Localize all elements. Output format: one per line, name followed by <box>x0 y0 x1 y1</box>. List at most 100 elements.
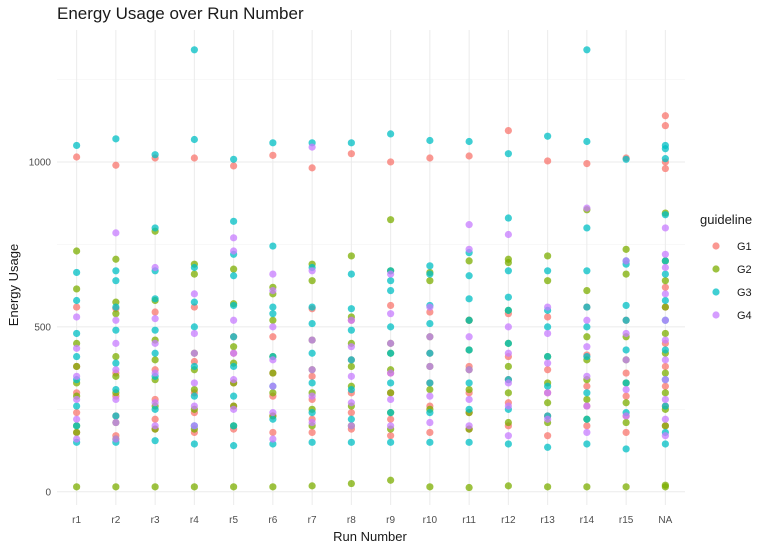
data-point-g3 <box>504 150 512 158</box>
data-point-g1 <box>347 409 355 417</box>
data-point-g2 <box>583 333 591 341</box>
data-point-g4 <box>269 382 277 390</box>
data-point-g3 <box>230 422 238 430</box>
data-point-g1 <box>151 308 159 316</box>
data-point-g3 <box>583 323 591 331</box>
data-point-g3 <box>190 392 198 400</box>
data-point-g3 <box>347 270 355 278</box>
data-point-g2 <box>73 247 81 255</box>
data-point-g2 <box>190 483 198 491</box>
data-point-g4 <box>112 229 120 237</box>
data-point-g3 <box>661 257 669 265</box>
data-point-g3 <box>230 333 238 341</box>
data-point-g4 <box>504 323 512 331</box>
data-point-g4 <box>465 366 473 374</box>
data-point-g3 <box>73 329 81 338</box>
data-point-g3 <box>661 211 669 219</box>
data-point-g1 <box>426 308 434 316</box>
data-point-g3 <box>387 277 395 285</box>
data-point-g1 <box>544 366 552 374</box>
data-point-g3 <box>544 443 552 451</box>
data-point-g3 <box>269 303 277 311</box>
data-point-g3 <box>465 137 473 146</box>
data-point-g4 <box>426 418 434 427</box>
data-point-g4 <box>583 316 591 324</box>
data-point-g3 <box>504 214 512 222</box>
data-point-g3 <box>387 379 395 387</box>
data-point-g3 <box>347 438 355 446</box>
data-point-g3 <box>112 412 120 420</box>
data-point-g3 <box>426 379 434 387</box>
data-point-g3 <box>465 346 473 354</box>
legend-key-g3 <box>712 288 720 296</box>
data-point-g3 <box>230 155 238 163</box>
x-tick-label: r8 <box>347 515 356 526</box>
data-point-g3 <box>230 392 238 400</box>
data-point-g4 <box>347 399 355 407</box>
data-point-g1 <box>661 122 669 130</box>
data-point-g3 <box>308 379 316 387</box>
data-point-g3 <box>190 323 198 331</box>
data-point-g4 <box>190 379 198 387</box>
data-point-g3 <box>347 139 355 147</box>
y-axis-title: Energy Usage <box>6 244 21 326</box>
data-point-g2 <box>73 285 81 293</box>
data-point-g2 <box>269 483 277 491</box>
data-point-g3 <box>387 323 395 331</box>
data-point-g1 <box>387 301 395 310</box>
data-point-g4 <box>269 435 277 443</box>
data-point-g3 <box>504 293 512 301</box>
data-point-g4 <box>190 290 198 298</box>
data-point-g3 <box>347 415 355 423</box>
data-point-g4 <box>151 422 159 430</box>
data-point-g3 <box>583 267 591 275</box>
legend-title: guideline <box>700 212 752 227</box>
x-tick-label: r2 <box>111 515 120 526</box>
data-point-g2 <box>112 372 120 380</box>
data-point-g2 <box>190 385 198 394</box>
x-tick-label: r6 <box>268 515 277 526</box>
data-point-g4 <box>230 247 238 255</box>
data-point-g3 <box>387 286 395 295</box>
data-point-g4 <box>504 379 512 387</box>
data-point-g3 <box>426 438 434 446</box>
data-point-g3 <box>73 352 81 361</box>
data-point-g3 <box>269 310 277 318</box>
data-point-g4 <box>112 316 120 324</box>
data-point-g3 <box>347 305 355 313</box>
legend-key-g1 <box>712 242 720 250</box>
data-point-g3 <box>661 440 669 448</box>
x-tick-label: r1 <box>72 515 81 526</box>
data-point-g2 <box>465 385 473 394</box>
data-point-g1 <box>73 409 81 417</box>
data-point-g3 <box>230 217 238 225</box>
data-point-g4 <box>661 356 669 364</box>
data-point-g2 <box>426 385 434 394</box>
data-point-g4 <box>622 412 630 420</box>
data-point-g4 <box>308 418 316 427</box>
data-point-g2 <box>661 329 669 338</box>
legend-label-g4: G4 <box>737 310 752 322</box>
data-point-g3 <box>112 267 120 275</box>
data-point-g2 <box>544 277 552 285</box>
data-point-g4 <box>387 422 395 430</box>
data-point-g2 <box>622 483 630 491</box>
data-point-g1 <box>269 151 277 159</box>
data-point-g3 <box>583 415 591 423</box>
legend-key-g4 <box>712 311 720 319</box>
data-point-g3 <box>622 301 630 310</box>
data-point-g4 <box>426 303 434 311</box>
data-point-g1 <box>426 154 434 162</box>
data-point-g4 <box>112 435 120 443</box>
data-point-g4 <box>190 349 198 357</box>
data-point-g2 <box>112 310 120 318</box>
data-point-g2 <box>73 339 81 347</box>
data-point-g2 <box>112 255 120 263</box>
data-point-g2 <box>544 399 552 407</box>
data-point-g4 <box>308 366 316 374</box>
data-point-g2 <box>504 258 512 267</box>
data-point-g4 <box>504 402 512 410</box>
data-point-g3 <box>622 316 630 324</box>
axis-labels: 0 500 1000 r1 r2 r3 r4 r5 r6 r7 r8 r9 r10 r11 r12 r13 r1… <box>29 157 673 526</box>
data-point-g4 <box>583 343 591 351</box>
